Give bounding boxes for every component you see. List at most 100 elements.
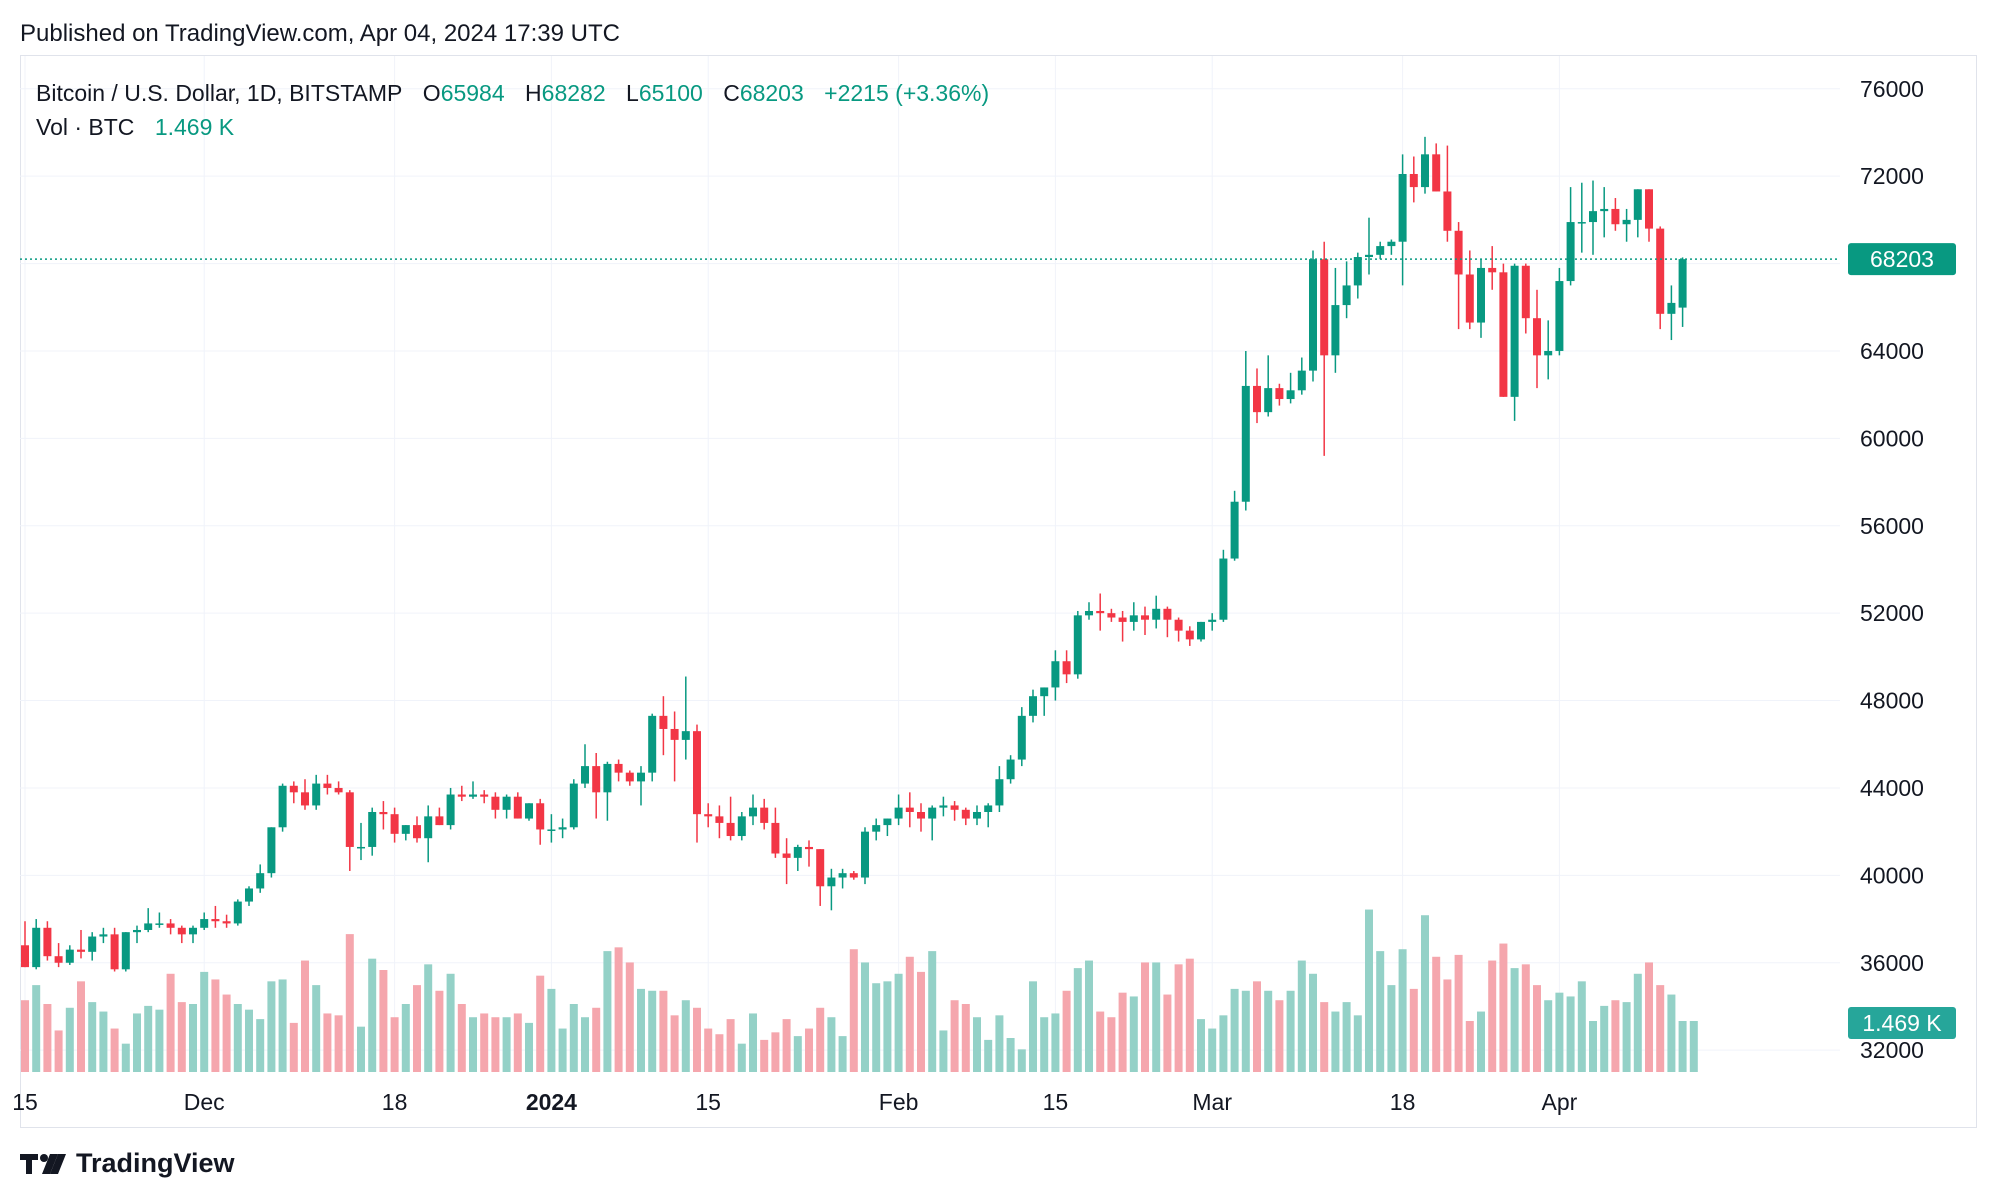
candle[interactable] — [513, 792, 522, 819]
candle[interactable] — [1533, 289, 1541, 389]
candle[interactable] — [233, 899, 242, 926]
candle[interactable] — [401, 825, 410, 841]
candle[interactable] — [704, 803, 713, 828]
candle[interactable] — [1141, 606, 1149, 636]
candle[interactable] — [894, 794, 903, 826]
candle[interactable] — [110, 927, 119, 972]
candle[interactable] — [693, 724, 701, 843]
candle[interactable] — [1129, 602, 1138, 631]
candle[interactable] — [1353, 252, 1362, 299]
candle[interactable] — [1152, 595, 1161, 629]
symbol-title[interactable]: Bitcoin / U.S. Dollar, 1D, BITSTAMP — [36, 80, 403, 106]
candle[interactable] — [861, 827, 869, 885]
candle[interactable] — [368, 807, 377, 856]
candle[interactable] — [1107, 608, 1116, 622]
candle[interactable] — [457, 785, 466, 802]
candle[interactable] — [323, 774, 332, 795]
candle[interactable] — [1062, 650, 1071, 684]
candle[interactable] — [737, 811, 746, 841]
candle[interactable] — [872, 818, 881, 841]
candle[interactable] — [1017, 707, 1026, 767]
candle[interactable] — [1185, 626, 1194, 646]
candle[interactable] — [793, 844, 802, 871]
candle[interactable] — [177, 925, 186, 944]
candle[interactable] — [1477, 259, 1485, 338]
candle[interactable] — [1006, 755, 1015, 784]
candle[interactable] — [1633, 189, 1642, 238]
candle[interactable] — [1286, 372, 1295, 404]
candle[interactable] — [715, 805, 724, 839]
candle[interactable] — [1365, 217, 1373, 275]
candle[interactable] — [726, 796, 735, 841]
candle[interactable] — [569, 779, 578, 830]
candle[interactable] — [883, 818, 892, 837]
candle[interactable] — [222, 914, 231, 928]
candle[interactable] — [614, 759, 623, 782]
candle[interactable] — [1264, 355, 1273, 417]
candle[interactable] — [1309, 250, 1317, 382]
candle[interactable] — [1376, 241, 1385, 260]
candle[interactable] — [805, 840, 813, 867]
candle[interactable] — [525, 803, 533, 821]
candle[interactable] — [1409, 156, 1418, 203]
candle[interactable] — [1320, 241, 1329, 456]
candle[interactable] — [32, 919, 41, 970]
candle[interactable] — [357, 822, 365, 861]
candle[interactable] — [592, 752, 601, 819]
candle[interactable] — [491, 792, 500, 819]
candle[interactable] — [1331, 267, 1340, 373]
candle[interactable] — [189, 925, 197, 944]
candle[interactable] — [1645, 189, 1653, 242]
candle[interactable] — [1488, 246, 1497, 290]
candle[interactable] — [659, 696, 668, 756]
candle[interactable] — [838, 868, 847, 889]
candle[interactable] — [771, 807, 780, 858]
candle[interactable] — [469, 781, 477, 799]
candle[interactable] — [816, 849, 825, 906]
candle[interactable] — [1174, 617, 1183, 642]
candle[interactable] — [1566, 187, 1575, 286]
candle[interactable] — [928, 805, 937, 841]
candle[interactable] — [245, 886, 253, 906]
candle[interactable] — [995, 766, 1004, 812]
candle[interactable] — [547, 814, 556, 843]
candle[interactable] — [603, 761, 612, 821]
candle[interactable] — [1197, 621, 1205, 642]
candle[interactable] — [905, 792, 914, 828]
candle[interactable] — [43, 921, 52, 961]
candle[interactable] — [1443, 145, 1452, 242]
candle[interactable] — [267, 827, 276, 878]
candle[interactable] — [99, 927, 108, 944]
candle[interactable] — [1051, 650, 1060, 701]
candle[interactable] — [681, 676, 690, 760]
candle[interactable] — [1521, 263, 1530, 334]
candle[interactable] — [1253, 368, 1261, 424]
candle[interactable] — [1275, 383, 1284, 406]
candle[interactable] — [1656, 226, 1665, 330]
candle[interactable] — [1622, 208, 1631, 242]
candle[interactable] — [581, 744, 589, 788]
candle[interactable] — [133, 925, 141, 944]
candle[interactable] — [1454, 222, 1463, 330]
candle[interactable] — [379, 801, 388, 830]
candle[interactable] — [637, 766, 645, 806]
candle[interactable] — [1499, 263, 1508, 397]
candle[interactable] — [1465, 250, 1474, 330]
candle[interactable] — [1577, 182, 1586, 253]
candle[interactable] — [827, 868, 836, 911]
candle[interactable] — [984, 803, 993, 828]
candle[interactable] — [1297, 357, 1306, 395]
candle[interactable] — [334, 781, 343, 795]
candle[interactable] — [1555, 267, 1564, 356]
candle[interactable] — [155, 912, 164, 928]
candle[interactable] — [435, 807, 444, 826]
candle[interactable] — [1678, 257, 1687, 327]
candle[interactable] — [65, 945, 74, 965]
candle[interactable] — [625, 770, 634, 786]
candle[interactable] — [144, 908, 153, 933]
candle[interactable] — [1208, 613, 1217, 631]
candle[interactable] — [939, 796, 948, 817]
candle[interactable] — [21, 921, 29, 968]
candle[interactable] — [961, 807, 970, 826]
